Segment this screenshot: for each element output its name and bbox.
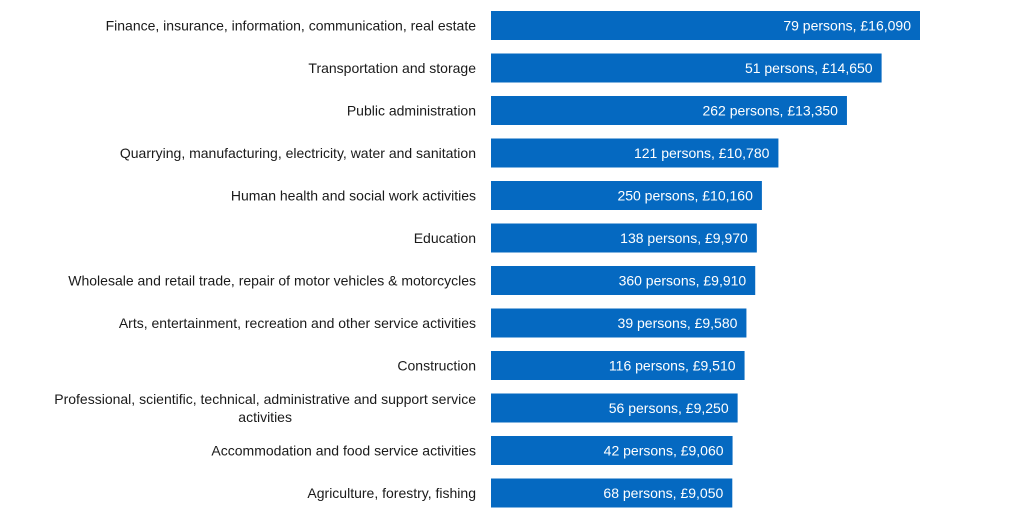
bars-group — [491, 11, 920, 508]
data-label: 79 persons, £16,090 — [783, 18, 911, 34]
data-label: 56 persons, £9,250 — [609, 400, 729, 416]
category-label: Wholesale and retail trade, repair of mo… — [68, 273, 476, 289]
category-label: Human health and social work activities — [231, 188, 476, 204]
category-label: Finance, insurance, information, communi… — [106, 18, 477, 34]
category-label-line: Professional, scientific, technical, adm… — [54, 391, 476, 407]
data-label: 116 persons, £9,510 — [609, 358, 736, 374]
category-label: Transportation and storage — [308, 60, 476, 76]
category-label: Quarrying, manufacturing, electricity, w… — [120, 145, 476, 161]
bar — [491, 266, 756, 295]
data-label: 39 persons, £9,580 — [618, 315, 738, 331]
value-labels-group: 79 persons, £16,090 51 persons, £14,650 26… — [603, 18, 911, 502]
data-label: 42 persons, £9,060 — [604, 443, 724, 459]
category-label: Professional, scientific, technical, adm… — [54, 391, 476, 425]
bar — [491, 393, 738, 423]
category-labels-group: Finance, insurance, information, communi… — [54, 18, 476, 502]
bar — [491, 11, 920, 40]
data-label: 360 persons, £9,910 — [619, 273, 747, 289]
bar — [491, 96, 847, 125]
category-label: Public administration — [347, 103, 476, 119]
data-label: 51 persons, £14,650 — [745, 60, 873, 76]
bar — [491, 138, 779, 168]
bar — [491, 478, 733, 508]
data-label: 250 persons, £10,160 — [617, 188, 753, 204]
bar — [491, 436, 733, 465]
bar — [491, 351, 745, 380]
data-label: 68 persons, £9,050 — [603, 485, 723, 501]
category-label-line: activities — [238, 409, 292, 425]
category-label: Arts, entertainment, recreation and othe… — [119, 315, 476, 331]
category-label: Education — [414, 230, 476, 246]
category-label: Agriculture, forestry, fishing — [307, 485, 476, 501]
data-label: 138 persons, £9,970 — [620, 230, 748, 246]
data-label: 262 persons, £13,350 — [702, 103, 838, 119]
bar — [491, 181, 762, 210]
bar — [491, 223, 757, 253]
category-label: Accommodation and food service activitie… — [211, 443, 476, 459]
category-label: Construction — [397, 358, 476, 374]
bar — [491, 53, 882, 83]
data-label: 121 persons, £10,780 — [634, 145, 770, 161]
bar — [491, 308, 747, 338]
